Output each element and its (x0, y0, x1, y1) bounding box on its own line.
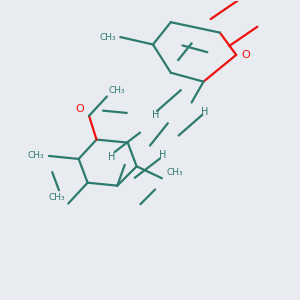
Text: CH₃: CH₃ (166, 168, 183, 177)
Text: CH₃: CH₃ (108, 86, 125, 95)
Text: O: O (242, 50, 250, 60)
Text: H: H (159, 150, 166, 160)
Text: H: H (108, 152, 116, 162)
Text: CH₃: CH₃ (49, 193, 65, 202)
Text: CH₃: CH₃ (28, 152, 44, 160)
Text: CH₃: CH₃ (99, 33, 116, 42)
Text: H: H (152, 110, 159, 120)
Text: H: H (200, 107, 208, 117)
Text: O: O (76, 104, 85, 114)
